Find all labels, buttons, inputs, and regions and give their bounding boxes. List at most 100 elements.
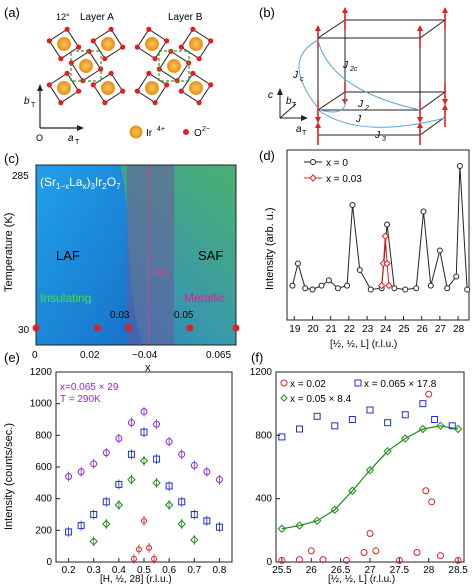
xtick-label: 19 (289, 324, 301, 335)
iridium-atom (167, 59, 181, 73)
ir-legend-marker (129, 125, 143, 139)
panel-e: (e) Intensity (counts/sec.) x=0.065 × 29… (3, 350, 233, 585)
data-point (391, 285, 398, 292)
panel-d-series (289, 163, 471, 293)
data-point (395, 556, 403, 564)
j2c-sub: 2c (349, 66, 358, 73)
data-point (377, 281, 386, 290)
oxygen-atom (208, 82, 214, 88)
data-point (77, 468, 85, 476)
panel-e-ticks: 0 200 400 600 800 1000 1200 0.2 0.3 0.4 0.5 0.6 0.7 0… (30, 367, 227, 576)
oxygen-atom (102, 100, 108, 106)
data-point (431, 416, 439, 423)
xtick-004: ~0.04 (132, 350, 158, 361)
data-point (318, 282, 325, 289)
data-point (190, 535, 199, 545)
panel-f-ticks: 0 400 800 1200 25.5 26 26.5 27 27.5 28 28.5 (250, 367, 469, 576)
iridium-atom (189, 37, 203, 51)
ytick-label: 400 (35, 494, 52, 505)
oxygen-atom (58, 100, 64, 106)
xtick-label: 27 (435, 324, 447, 335)
data-point (413, 285, 420, 292)
data-point (296, 556, 303, 564)
xtick-0065: 0.065 (206, 350, 231, 361)
data-point (178, 498, 186, 506)
xtick-label: 23 (362, 324, 374, 335)
j2-sub: 2 (364, 105, 369, 112)
data-point (383, 446, 392, 456)
data-point (127, 419, 135, 427)
data-point (330, 505, 339, 514)
data-point (436, 421, 445, 431)
data-point (418, 424, 428, 434)
metallic-label: Metallic (184, 291, 225, 305)
xtick-label: 20 (307, 324, 319, 335)
b-axis-sub: T (31, 102, 36, 109)
data-point (102, 498, 110, 506)
panel-b-letter: (b) (259, 5, 275, 20)
ytick-30: 30 (18, 325, 30, 336)
ir-legend-sup: 4+ (157, 126, 165, 133)
b-axis-arrowhead (37, 84, 43, 91)
data-point (302, 285, 309, 292)
data-point (319, 556, 327, 564)
j2c-exchange-path (317, 39, 421, 111)
panel-d-xlabel: [½, ½, L] (r.l.u.) (330, 339, 397, 350)
data-point (402, 286, 409, 293)
data-point (425, 390, 433, 398)
data-point (140, 428, 148, 436)
xtick-label: 27 (364, 565, 376, 576)
panel-f-letter: (f) (251, 350, 263, 365)
j2-label: J (357, 99, 364, 110)
data-point (372, 547, 380, 555)
oxygen-atom (98, 66, 104, 72)
panel-e-ylabel: Intensity (counts/sec.) (3, 423, 15, 530)
imt-band (127, 165, 174, 345)
oxygen-atom (190, 26, 196, 32)
data-point (215, 523, 223, 531)
phase-point (186, 324, 194, 332)
xtick-label: 0.3 (87, 565, 101, 576)
origin-label: O (36, 133, 43, 143)
data-point (344, 282, 351, 289)
oxygen-atom (196, 100, 202, 106)
xtick-label: 0.7 (187, 565, 201, 576)
data-point (427, 282, 434, 289)
data-point (295, 521, 304, 530)
b-axis-label: b (24, 96, 30, 107)
xtick-label: 27.5 (390, 565, 410, 576)
xtick-label: 28 (453, 324, 465, 335)
data-point (325, 277, 332, 284)
data-point (77, 522, 85, 530)
xtick-label: 28 (423, 565, 435, 576)
laf-label: LAF (56, 248, 80, 263)
data-point (153, 420, 161, 428)
data-point (343, 556, 350, 564)
data-point (278, 433, 286, 441)
panel-e-annotation1: x=0.065 × 29 (60, 382, 119, 393)
ytick-label: 1000 (30, 399, 53, 410)
ytick-label: 400 (255, 494, 272, 505)
data-point (453, 424, 463, 434)
panel-d-frame (286, 149, 470, 321)
panel-c-letter: (c) (4, 151, 19, 166)
data-point (309, 286, 316, 293)
xtick-002: 0.02 (80, 350, 100, 361)
spin-arrowhead (417, 117, 423, 123)
j2-exchange-path (319, 93, 347, 113)
spin-arrowhead (315, 122, 321, 128)
ytick-label: 800 (35, 430, 52, 441)
legend-x0065: x = 0.065 × 17.8 (364, 379, 437, 390)
data-point (164, 500, 174, 510)
legend-marker-x005 (280, 394, 288, 402)
oxygen-atom (178, 88, 184, 94)
data-point (127, 475, 136, 484)
data-point (384, 221, 391, 228)
phase-point (232, 324, 240, 332)
data-point (312, 516, 322, 526)
data-point (296, 425, 303, 433)
data-point (464, 286, 471, 293)
panel-d-letter: (d) (259, 148, 275, 163)
o-legend-label: O (194, 128, 202, 139)
